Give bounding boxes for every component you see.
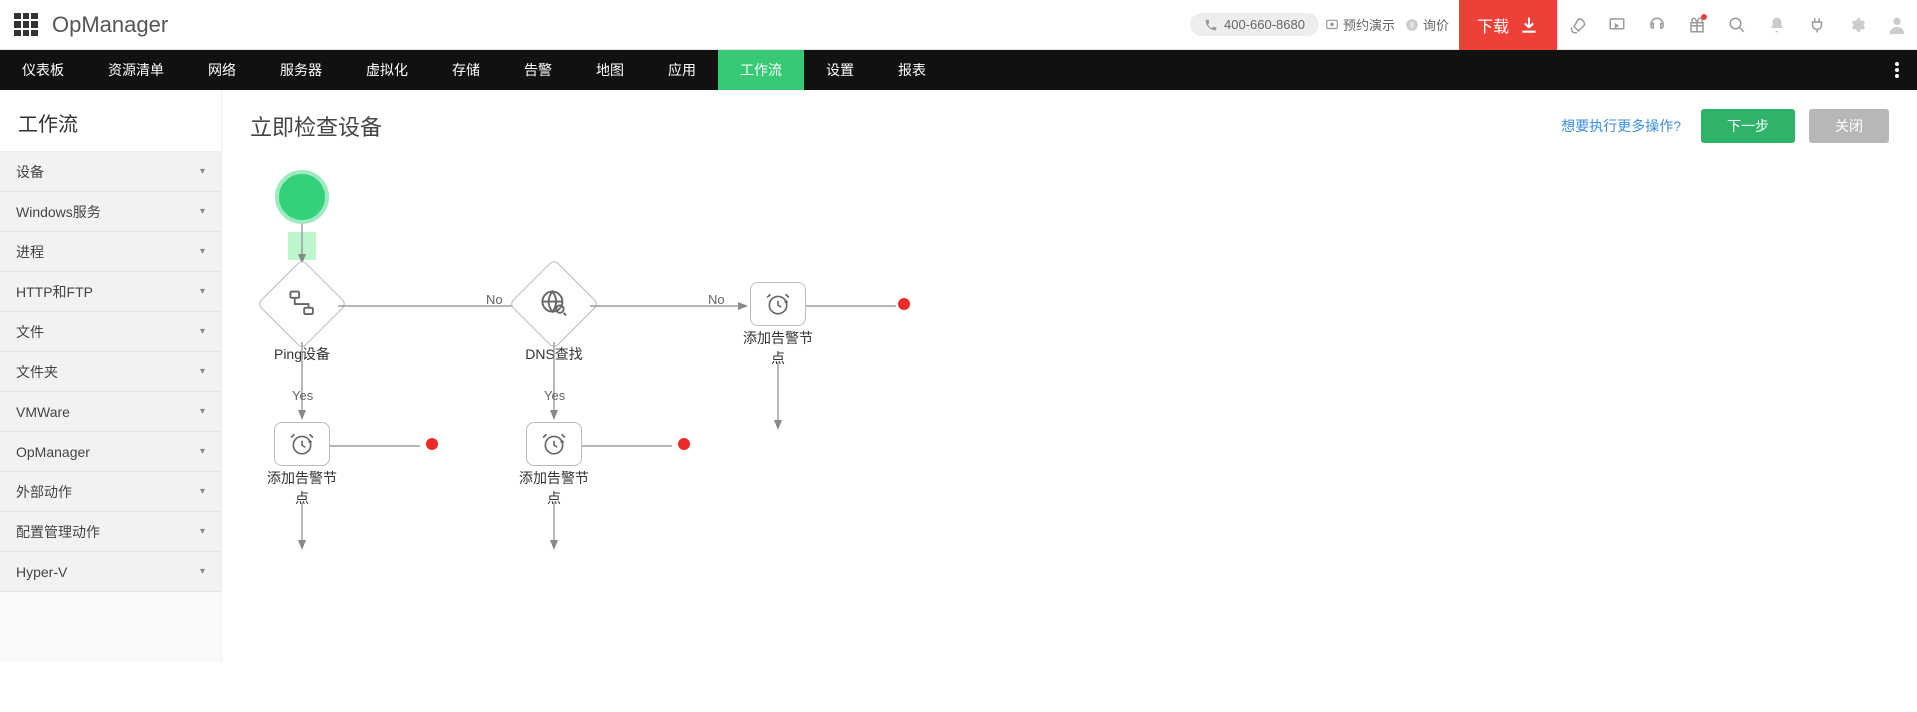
nav-item-4[interactable]: 虚拟化 (344, 50, 430, 90)
next-button[interactable]: 下一步 (1701, 109, 1795, 143)
sidebar-item-label: HTTP和FTP (16, 282, 93, 302)
alarm-node-3[interactable] (750, 282, 806, 326)
plug-icon[interactable] (1797, 0, 1837, 50)
bell-icon[interactable] (1757, 0, 1797, 50)
network-icon (287, 288, 317, 318)
search-icon[interactable] (1717, 0, 1757, 50)
sidebar: 工作流 设备▾Windows服务▾进程▾HTTP和FTP▾文件▾文件夹▾VMWa… (0, 90, 222, 662)
nav-item-2[interactable]: 网络 (186, 50, 258, 90)
svg-text:$: $ (1410, 22, 1414, 29)
demo-label: 预约演示 (1343, 15, 1395, 34)
apps-grid-icon[interactable] (14, 13, 38, 37)
download-label: 下载 (1477, 13, 1509, 37)
chevron-down-icon: ▾ (200, 526, 205, 537)
phone-badge: 400-660-8680 (1190, 13, 1319, 36)
sidebar-item-label: OpManager (16, 444, 90, 460)
alarm-icon (541, 431, 567, 457)
alarm-node-1[interactable] (274, 422, 330, 466)
alarm-icon (289, 431, 315, 457)
headset-icon[interactable] (1637, 0, 1677, 50)
nav-item-6[interactable]: 告警 (502, 50, 574, 90)
sidebar-title: 工作流 (0, 90, 221, 152)
chevron-down-icon: ▾ (200, 406, 205, 417)
branch-no-1: No (486, 292, 503, 307)
more-operations-link[interactable]: 想要执行更多操作? (1561, 116, 1681, 136)
nav-item-9[interactable]: 工作流 (718, 50, 804, 90)
sidebar-item-0[interactable]: 设备 ▾ (0, 152, 221, 192)
alarm-node-2[interactable] (526, 422, 582, 466)
nav-item-1[interactable]: 资源清单 (86, 50, 186, 90)
end-node-2[interactable] (678, 438, 690, 450)
main-nav: 仪表板资源清单网络服务器虚拟化存储告警地图应用工作流设置报表 (0, 50, 1917, 90)
sidebar-item-label: Windows服务 (16, 202, 101, 222)
chevron-down-icon: ▾ (200, 246, 205, 257)
chevron-down-icon: ▾ (200, 326, 205, 337)
sidebar-item-label: VMWare (16, 404, 70, 420)
dollar-icon: $ (1405, 18, 1419, 32)
nav-item-11[interactable]: 报表 (876, 50, 948, 90)
canvas-header: 立即检查设备 想要执行更多操作? 下一步 关闭 (250, 90, 1889, 162)
rocket-icon[interactable] (1557, 0, 1597, 50)
nav-item-3[interactable]: 服务器 (258, 50, 344, 90)
quote-label: 询价 (1423, 15, 1449, 34)
sidebar-item-label: 外部动作 (16, 482, 72, 502)
download-button[interactable]: 下载 (1459, 0, 1557, 50)
nav-item-0[interactable]: 仪表板 (0, 50, 86, 90)
sidebar-item-3[interactable]: HTTP和FTP ▾ (0, 272, 221, 312)
sidebar-item-10[interactable]: Hyper-V ▾ (0, 552, 221, 592)
demo-icon (1325, 18, 1339, 32)
phone-number: 400-660-8680 (1224, 17, 1305, 32)
demo-link[interactable]: 预约演示 (1325, 15, 1395, 34)
alarm-icon (765, 291, 791, 317)
sidebar-item-label: 文件 (16, 322, 44, 342)
chevron-down-icon: ▾ (200, 446, 205, 457)
workflow-canvas[interactable]: Ping设备 No DNS查找 No 添加告警节点 Yes (250, 162, 1889, 662)
sidebar-item-6[interactable]: VMWare ▾ (0, 392, 221, 432)
phone-icon (1204, 18, 1218, 32)
nav-item-8[interactable]: 应用 (646, 50, 718, 90)
branch-yes-2: Yes (544, 388, 565, 403)
nav-item-5[interactable]: 存储 (430, 50, 502, 90)
branch-yes-1: Yes (292, 388, 313, 403)
gear-icon[interactable] (1837, 0, 1877, 50)
sidebar-item-label: Hyper-V (16, 564, 67, 580)
nav-item-7[interactable]: 地图 (574, 50, 646, 90)
start-node[interactable] (275, 170, 329, 224)
chevron-down-icon: ▾ (200, 166, 205, 177)
close-button[interactable]: 关闭 (1809, 109, 1889, 143)
end-node-1[interactable] (426, 438, 438, 450)
sidebar-item-5[interactable]: 文件夹 ▾ (0, 352, 221, 392)
sidebar-item-7[interactable]: OpManager ▾ (0, 432, 221, 472)
canvas-title: 立即检查设备 (250, 110, 382, 142)
sidebar-item-4[interactable]: 文件 ▾ (0, 312, 221, 352)
end-node-3[interactable] (898, 298, 910, 310)
chevron-down-icon: ▾ (200, 286, 205, 297)
globe-search-icon (539, 288, 569, 318)
quote-link[interactable]: $ 询价 (1405, 15, 1449, 34)
sidebar-item-8[interactable]: 外部动作 ▾ (0, 472, 221, 512)
top-bar: OpManager 400-660-8680 预约演示 $ 询价 下载 (0, 0, 1917, 50)
nav-more-icon[interactable] (1877, 50, 1917, 90)
app-title: OpManager (52, 12, 168, 38)
sidebar-item-label: 设备 (16, 162, 44, 182)
monitor-icon[interactable] (1597, 0, 1637, 50)
nav-item-10[interactable]: 设置 (804, 50, 876, 90)
dns-decision-node[interactable] (509, 259, 600, 350)
ping-decision-node[interactable] (257, 259, 348, 350)
sidebar-item-label: 文件夹 (16, 362, 58, 382)
chevron-down-icon: ▾ (200, 566, 205, 577)
sidebar-item-label: 配置管理动作 (16, 522, 100, 542)
branch-no-2: No (708, 292, 725, 307)
sidebar-item-2[interactable]: 进程 ▾ (0, 232, 221, 272)
download-icon (1519, 15, 1539, 35)
gift-icon[interactable] (1677, 0, 1717, 50)
chevron-down-icon: ▾ (200, 206, 205, 217)
chevron-down-icon: ▾ (200, 366, 205, 377)
sidebar-item-1[interactable]: Windows服务 ▾ (0, 192, 221, 232)
user-icon[interactable] (1877, 0, 1917, 50)
chevron-down-icon: ▾ (200, 486, 205, 497)
sidebar-item-label: 进程 (16, 242, 44, 262)
sidebar-item-9[interactable]: 配置管理动作 ▾ (0, 512, 221, 552)
